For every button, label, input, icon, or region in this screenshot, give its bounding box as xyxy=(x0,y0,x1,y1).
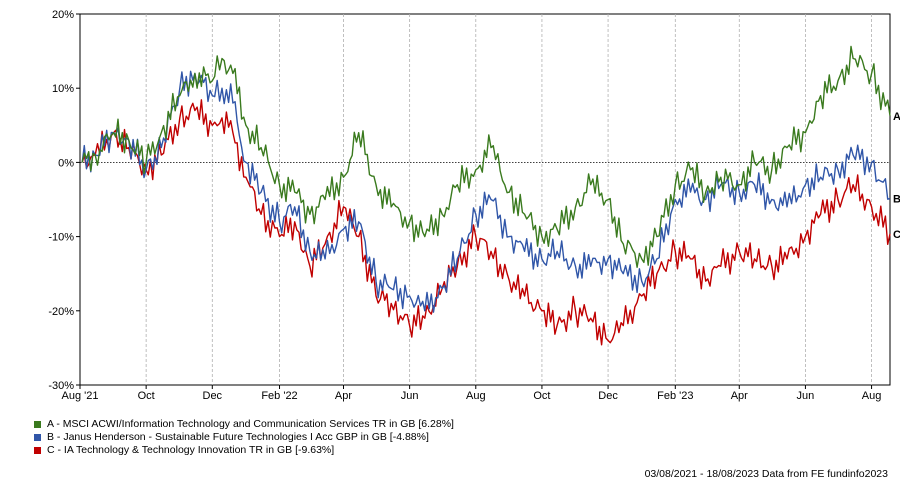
series-end-labels: C B A xyxy=(893,111,900,241)
date-range-source-note: 03/08/2021 - 18/08/2023 Data from FE fun… xyxy=(644,468,888,480)
legend-label-c: C - IA Technology & Technology Innovatio… xyxy=(47,444,335,456)
series-line-a xyxy=(81,45,891,268)
y-tick-label: -10% xyxy=(48,232,74,244)
x-tick-label: Feb '23 xyxy=(657,390,693,402)
y-tick-label: 0% xyxy=(58,157,74,169)
series-end-label-c: C xyxy=(893,229,900,241)
x-tick-label: Apr xyxy=(731,390,748,402)
x-tick-label: Dec xyxy=(203,390,223,402)
x-tick-label: Jun xyxy=(401,390,419,402)
x-tick-label: Oct xyxy=(533,390,550,402)
x-tick-label: Apr xyxy=(335,390,352,402)
legend-label-a: A - MSCI ACWI/Information Technology and… xyxy=(47,418,454,430)
x-tick-label: Feb '22 xyxy=(261,390,297,402)
y-tick-label: -20% xyxy=(48,306,74,318)
x-tick-label: Aug xyxy=(466,390,486,402)
legend-item-c: C - IA Technology & Technology Innovatio… xyxy=(34,444,454,457)
x-tick-label: Oct xyxy=(138,390,155,402)
series-lines xyxy=(81,45,891,346)
x-tick-label: Jun xyxy=(797,390,815,402)
y-tick-label: -30% xyxy=(48,380,74,392)
legend-swatch-c xyxy=(34,447,41,454)
series-end-label-b: B xyxy=(893,194,900,206)
series-line-b xyxy=(81,70,891,313)
y-tick-label: 20% xyxy=(52,9,74,21)
legend: A - MSCI ACWI/Information Technology and… xyxy=(34,418,454,457)
legend-swatch-b xyxy=(34,434,41,441)
legend-item-a: A - MSCI ACWI/Information Technology and… xyxy=(34,418,454,431)
series-end-label-a: A xyxy=(893,111,900,123)
x-tick-label: Dec xyxy=(598,390,618,402)
y-tick-label: 10% xyxy=(52,83,74,95)
x-axis: Aug '21 Oct Dec Feb '22 Apr Jun Aug Oct Dec Feb '… xyxy=(62,385,882,402)
x-tick-label: Aug xyxy=(862,390,882,402)
y-axis: 20% 10% 0% -10% -20% -30% xyxy=(48,9,80,392)
series-line-c xyxy=(81,99,891,346)
line-chart: 20% 10% 0% -10% -20% -30% Aug '21 Oct Dec Feb '2… xyxy=(48,9,900,402)
legend-swatch-a xyxy=(34,421,41,428)
legend-label-b: B - Janus Henderson - Sustainable Future… xyxy=(47,431,429,443)
legend-item-b: B - Janus Henderson - Sustainable Future… xyxy=(34,431,454,444)
x-tick-label: Aug '21 xyxy=(62,390,99,402)
